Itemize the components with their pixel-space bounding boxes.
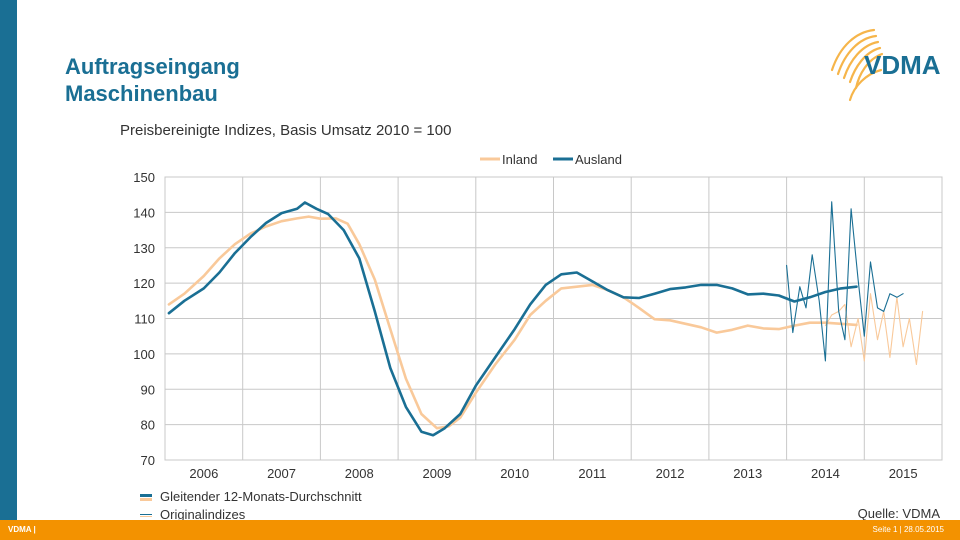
y-tick-label-130: 130 (133, 241, 155, 256)
y-tick-label-90: 90 (141, 382, 155, 397)
title-line-1: Auftragseingang (65, 54, 240, 79)
page-title: Auftragseingang Maschinenbau (65, 53, 240, 107)
legend-moving-average-label: Gleitender 12-Monats-Durchschnitt (160, 489, 362, 504)
source-note: Quelle: VDMA (857, 506, 940, 521)
x-tick-label-2006: 2006 (189, 466, 218, 481)
bottom-legend: Gleitender 12-Monats-Durchschnitt Origin… (140, 488, 362, 524)
legend-original-swatch (140, 510, 152, 520)
title-line-2: Maschinenbau (65, 81, 218, 106)
y-tick-label-70: 70 (141, 453, 155, 468)
y-tick-label-100: 100 (133, 347, 155, 362)
legend-moving-average: Gleitender 12-Monats-Durchschnitt (140, 488, 362, 506)
legend-original-label: Originalindizes (160, 507, 246, 522)
x-tick-label-2009: 2009 (422, 466, 451, 481)
chart-subtitle: Preisbereinigte Indizes, Basis Umsatz 20… (120, 122, 452, 139)
x-tick-label-2015: 2015 (889, 466, 918, 481)
series-line-inland-moving-average (167, 215, 858, 430)
x-tick-label-2011: 2011 (578, 466, 606, 481)
x-tick-label-2008: 2008 (345, 466, 374, 481)
legend-label-ausland: Ausland (575, 152, 622, 167)
x-tick-label-2012: 2012 (656, 466, 685, 481)
y-tick-label-110: 110 (134, 312, 155, 327)
logo-text: VDMA (864, 50, 941, 80)
x-tick-label-2013: 2013 (733, 466, 762, 481)
x-tick-label-2010: 2010 (500, 466, 529, 481)
legend-label-inland: Inland (502, 152, 537, 167)
series-line-ausland-original (786, 201, 904, 362)
y-tick-label-150: 150 (133, 170, 155, 185)
series-line-inland-original (824, 293, 924, 366)
y-tick-label-80: 80 (141, 418, 155, 433)
legend-moving-average-swatch (140, 492, 152, 502)
vdma-logo: VDMA (830, 28, 941, 102)
series-line-ausland-moving-average (167, 201, 858, 437)
legend-original: Originalindizes (140, 506, 362, 524)
footer-left-text: VDMA | (8, 525, 36, 534)
x-tick-label-2007: 2007 (267, 466, 296, 481)
y-tick-label-140: 140 (133, 205, 155, 220)
y-tick-label-120: 120 (133, 276, 155, 291)
side-accent-bar (0, 0, 17, 520)
x-tick-label-2014: 2014 (811, 466, 840, 481)
footer-page-info: Seite 1 | 28.05.2015 (872, 525, 944, 534)
footer-bar: VDMA | Seite 1 | 28.05.2015 (0, 520, 960, 540)
